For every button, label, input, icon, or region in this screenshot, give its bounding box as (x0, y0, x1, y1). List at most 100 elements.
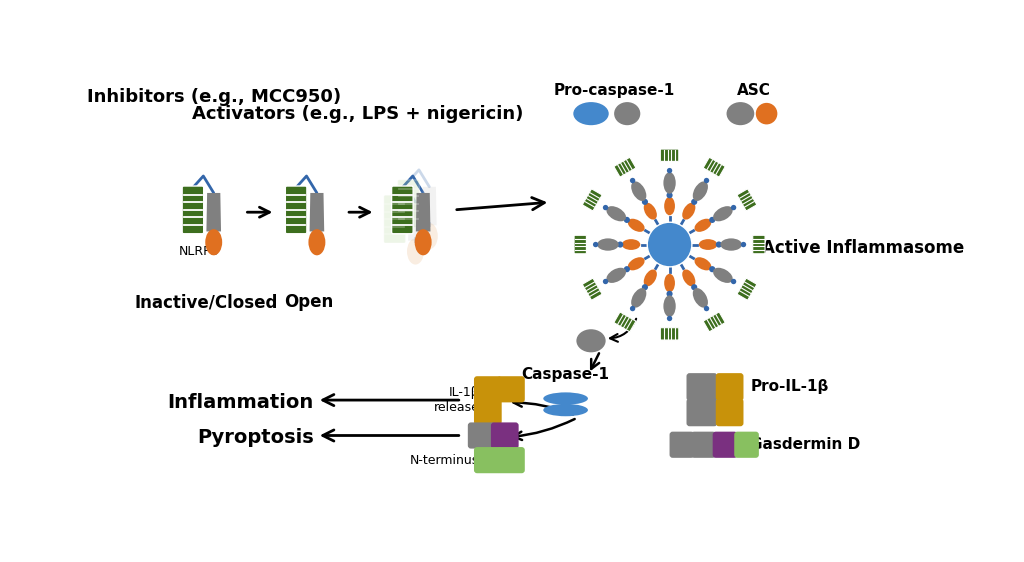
Text: Caspase-1: Caspase-1 (521, 366, 609, 382)
Ellipse shape (694, 219, 712, 232)
Ellipse shape (573, 102, 608, 125)
FancyBboxPatch shape (691, 432, 716, 458)
Ellipse shape (694, 257, 712, 270)
Ellipse shape (644, 269, 656, 286)
Ellipse shape (667, 168, 672, 173)
FancyBboxPatch shape (397, 180, 419, 228)
Text: Gasdermin D: Gasdermin D (751, 437, 860, 452)
Ellipse shape (603, 205, 608, 210)
FancyBboxPatch shape (583, 278, 602, 300)
FancyBboxPatch shape (716, 373, 743, 401)
Ellipse shape (720, 238, 742, 251)
Ellipse shape (693, 288, 708, 308)
Ellipse shape (667, 316, 672, 321)
Ellipse shape (698, 239, 717, 250)
Ellipse shape (593, 242, 598, 247)
FancyBboxPatch shape (474, 398, 502, 425)
Text: NLRP3: NLRP3 (178, 244, 219, 257)
FancyBboxPatch shape (734, 432, 759, 458)
FancyBboxPatch shape (737, 278, 757, 300)
FancyBboxPatch shape (670, 432, 694, 458)
Text: N-terminus: N-terminus (411, 454, 479, 466)
Ellipse shape (731, 205, 736, 210)
FancyBboxPatch shape (686, 398, 717, 426)
Polygon shape (309, 193, 325, 232)
Ellipse shape (407, 238, 424, 265)
FancyBboxPatch shape (614, 157, 636, 177)
FancyBboxPatch shape (286, 186, 307, 234)
Ellipse shape (622, 239, 640, 250)
Ellipse shape (664, 296, 676, 317)
Ellipse shape (642, 199, 648, 205)
FancyBboxPatch shape (703, 157, 725, 177)
FancyBboxPatch shape (583, 189, 602, 211)
Ellipse shape (614, 102, 640, 125)
Ellipse shape (740, 242, 746, 247)
FancyBboxPatch shape (490, 423, 518, 448)
FancyBboxPatch shape (574, 235, 587, 254)
Text: Pro-caspase-1: Pro-caspase-1 (554, 83, 675, 98)
Ellipse shape (731, 279, 736, 284)
Ellipse shape (606, 268, 626, 283)
FancyBboxPatch shape (703, 312, 725, 332)
Ellipse shape (630, 178, 635, 183)
Ellipse shape (603, 279, 608, 284)
Ellipse shape (577, 329, 605, 352)
Ellipse shape (617, 242, 624, 248)
Ellipse shape (631, 182, 646, 201)
Ellipse shape (628, 257, 645, 270)
Ellipse shape (691, 284, 697, 291)
Ellipse shape (544, 392, 588, 405)
Ellipse shape (710, 217, 716, 223)
Ellipse shape (665, 274, 675, 292)
Ellipse shape (682, 269, 695, 286)
Ellipse shape (421, 223, 438, 249)
Text: Inhibitors (e.g., MCC950): Inhibitors (e.g., MCC950) (87, 88, 341, 106)
Text: ASC: ASC (737, 83, 771, 98)
Ellipse shape (665, 197, 675, 215)
Ellipse shape (624, 217, 630, 223)
Text: Open: Open (285, 293, 334, 311)
Ellipse shape (710, 266, 716, 272)
Ellipse shape (544, 404, 588, 416)
Ellipse shape (667, 192, 673, 198)
Ellipse shape (703, 178, 710, 183)
Text: Activators (e.g., LPS + nigericin): Activators (e.g., LPS + nigericin) (193, 105, 523, 123)
Ellipse shape (630, 306, 635, 311)
FancyBboxPatch shape (686, 373, 717, 401)
FancyBboxPatch shape (716, 398, 743, 426)
FancyBboxPatch shape (182, 186, 204, 234)
Ellipse shape (727, 102, 755, 125)
Ellipse shape (597, 238, 618, 251)
Text: Pro-IL-1β: Pro-IL-1β (751, 379, 828, 395)
Ellipse shape (713, 206, 733, 221)
Ellipse shape (703, 306, 710, 311)
Ellipse shape (205, 229, 222, 255)
FancyBboxPatch shape (391, 186, 413, 234)
FancyBboxPatch shape (474, 376, 502, 402)
Ellipse shape (682, 203, 695, 220)
Ellipse shape (642, 284, 648, 291)
Text: Inflammation: Inflammation (168, 393, 313, 412)
Ellipse shape (628, 219, 645, 232)
FancyBboxPatch shape (737, 189, 757, 211)
Ellipse shape (308, 229, 326, 255)
Ellipse shape (756, 103, 777, 124)
Ellipse shape (664, 172, 676, 194)
Polygon shape (207, 193, 221, 232)
Ellipse shape (693, 182, 708, 201)
Polygon shape (416, 193, 430, 232)
Text: Active Inflammasome: Active Inflammasome (762, 239, 965, 257)
FancyBboxPatch shape (474, 447, 502, 473)
Ellipse shape (667, 291, 673, 297)
Text: Inactive/Closed: Inactive/Closed (134, 293, 278, 311)
Polygon shape (409, 202, 423, 241)
Ellipse shape (415, 229, 432, 255)
FancyBboxPatch shape (468, 423, 496, 448)
Text: IL-1β
release: IL-1β release (433, 386, 479, 414)
FancyBboxPatch shape (713, 432, 737, 458)
Text: Pyroptosis: Pyroptosis (197, 428, 313, 447)
FancyBboxPatch shape (753, 235, 765, 254)
Ellipse shape (691, 199, 697, 205)
FancyBboxPatch shape (497, 447, 524, 473)
